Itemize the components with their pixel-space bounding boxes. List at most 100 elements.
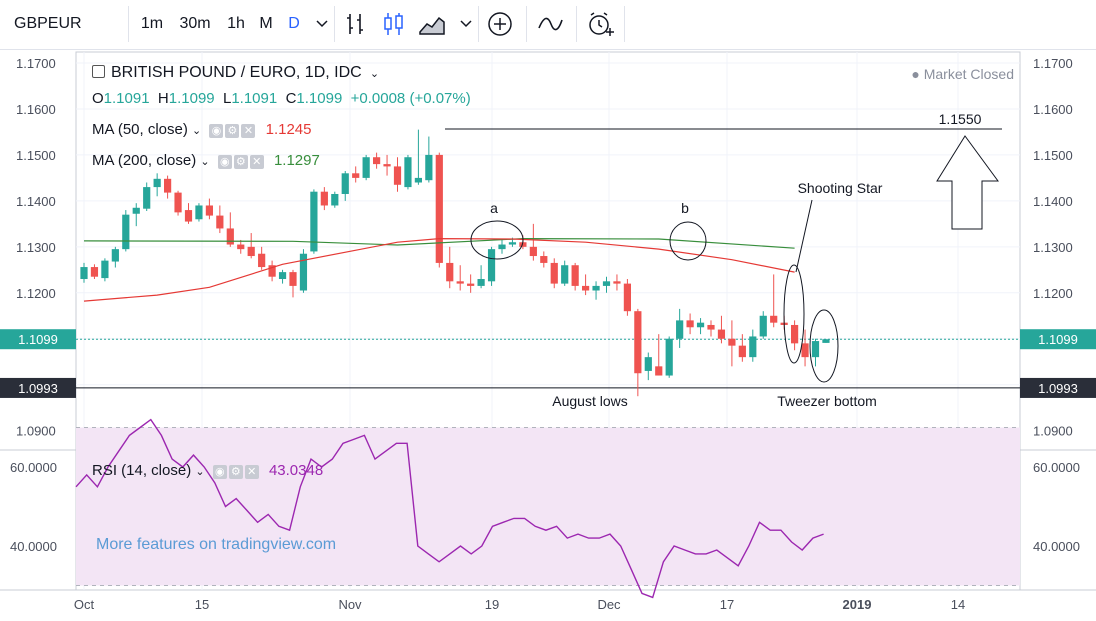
gear-icon[interactable]: ⚙ — [228, 464, 243, 479]
candle-body — [707, 324, 715, 330]
left-price-badge-text: 1.1099 — [18, 332, 58, 347]
candle-body — [174, 192, 182, 213]
candle-body — [571, 265, 579, 286]
candle-body — [696, 322, 705, 328]
interval-30m[interactable]: 30m — [179, 15, 211, 32]
gear-icon[interactable]: ⚙ — [225, 123, 240, 138]
candle-body — [205, 205, 213, 216]
candle-body — [623, 283, 631, 312]
right-price-tick: 1.1400 — [1033, 194, 1073, 209]
alert-icon[interactable] — [584, 8, 616, 40]
compare-icon[interactable] — [534, 8, 566, 40]
chevron-down-icon[interactable]: ⌄ — [195, 466, 205, 478]
candle-body — [634, 311, 642, 374]
left-price-tick: 1.1400 — [16, 194, 56, 209]
ma50-label: MA (50, close) — [92, 121, 188, 138]
interval-1m[interactable]: 1m — [140, 15, 164, 32]
candle-body — [80, 267, 88, 280]
rsi-left-tick: 60.0000 — [10, 460, 57, 475]
eye-icon[interactable]: ◉ — [212, 464, 227, 479]
symbol-search[interactable]: GBPEUR — [14, 15, 82, 32]
candle-body — [268, 265, 276, 277]
candle-body — [226, 228, 234, 245]
candle-body — [184, 210, 193, 222]
open-value: 1.1091 — [103, 90, 150, 107]
candle-body — [195, 205, 203, 220]
eye-icon[interactable]: ◉ — [209, 123, 224, 138]
label-b: b — [681, 200, 689, 216]
left-price-badge — [0, 329, 76, 350]
right-price-badge — [1020, 329, 1096, 350]
close-icon[interactable]: ✕ — [244, 464, 259, 479]
chevron-down-icon[interactable] — [450, 8, 482, 40]
ma50-legend[interactable]: MA (50, close) ⌄ ◉ ⚙ ✕ 1.1245 — [92, 121, 312, 139]
candle-body — [477, 279, 485, 286]
left-low-badge-text: 1.0993 — [18, 381, 58, 396]
candle-body — [153, 178, 161, 188]
gear-icon[interactable]: ⚙ — [233, 154, 248, 169]
ma200-legend[interactable]: MA (200, close) ⌄ ◉ ⚙ ✕ 1.1297 — [92, 152, 320, 170]
candle-body — [362, 157, 370, 178]
symbol-title: BRITISH POUND / EURO, 1D, IDC — [111, 64, 362, 81]
high-label: H — [157, 90, 169, 107]
candle-body — [456, 281, 464, 284]
interval-1h[interactable]: 1h — [227, 15, 245, 32]
shooting-star-label: Shooting Star — [798, 180, 883, 196]
ma200-value: 1.1297 — [273, 152, 320, 169]
chevron-down-icon[interactable]: ⌄ — [192, 125, 202, 137]
rsi-label: RSI (14, close) — [92, 462, 192, 479]
candle-body — [310, 191, 318, 252]
interval-day[interactable]: D — [288, 15, 300, 32]
candle-body — [164, 178, 172, 193]
area-chart-icon[interactable] — [416, 8, 448, 40]
low-value: 1.1091 — [231, 90, 278, 107]
rsi-line — [75, 418, 824, 599]
right-price-tick: 1.1300 — [1033, 240, 1073, 255]
interval-month[interactable]: M — [259, 15, 273, 32]
chevron-down-icon[interactable]: ⌄ — [200, 156, 210, 168]
right-price-tick: 1.1200 — [1033, 286, 1073, 301]
change-value: +0.0008 (+0.07%) — [350, 90, 471, 107]
candles-icon[interactable] — [378, 8, 410, 40]
right-low-badge — [1020, 377, 1096, 398]
time-tick: 17 — [720, 597, 734, 612]
ma50-value: 1.1245 — [265, 121, 312, 138]
candle-body — [331, 193, 339, 206]
candle-body — [90, 267, 99, 277]
tradingview-watermark[interactable]: More features on tradingview.com — [96, 536, 337, 553]
candle-body — [414, 177, 422, 183]
left-price-tick: 1.1700 — [16, 56, 56, 71]
top-toolbar: GBPEUR 1m 30m 1h M D — [0, 0, 1096, 50]
close-icon[interactable]: ✕ — [241, 123, 256, 138]
candle-body — [717, 329, 726, 339]
chevron-down-icon[interactable]: ⌄ — [369, 68, 380, 80]
candle-body — [519, 242, 527, 247]
low-label: L — [222, 90, 232, 107]
candle-body — [216, 215, 224, 229]
right-price-badge-text: 1.1099 — [1038, 332, 1078, 347]
candle-body — [101, 260, 109, 279]
bar-chart-icon[interactable] — [340, 8, 372, 40]
candle-body — [770, 315, 778, 323]
chevron-down-icon[interactable] — [306, 8, 338, 40]
candle-body — [393, 166, 402, 185]
eye-icon[interactable]: ◉ — [217, 154, 232, 169]
candle-body — [237, 244, 245, 250]
ellipse-b — [669, 221, 707, 261]
market-status-text: Market Closed — [923, 66, 1014, 82]
candle-body — [602, 281, 611, 286]
shooting-star-pointer — [795, 199, 813, 273]
candle-body — [487, 249, 496, 282]
time-tick: Dec — [597, 597, 621, 612]
ma200-line — [83, 237, 795, 249]
rsi-left-tick: 40.0000 — [10, 539, 57, 554]
legend-collapse-icon[interactable] — [92, 65, 105, 78]
close-icon[interactable]: ✕ — [249, 154, 264, 169]
rsi-legend[interactable]: RSI (14, close) ⌄ ◉ ⚙ ✕ 43.0348 — [92, 462, 323, 480]
candle-body — [383, 164, 391, 167]
add-indicator-icon[interactable] — [484, 8, 516, 40]
candle-body — [132, 207, 140, 214]
up-arrow-shape — [936, 135, 999, 230]
candle-body — [247, 246, 255, 257]
